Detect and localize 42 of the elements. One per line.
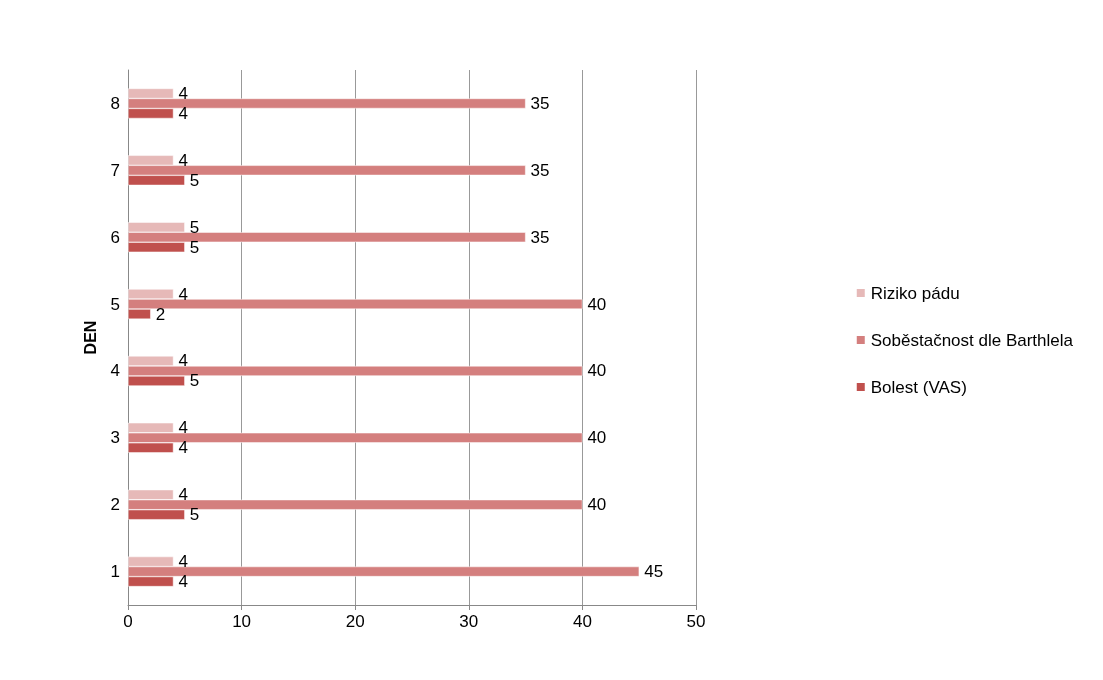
data-label: 4 bbox=[178, 572, 188, 592]
y-tick-label: 2 bbox=[110, 495, 120, 515]
y-tick-label: 7 bbox=[110, 160, 120, 180]
legend-label: Riziko pádu bbox=[870, 283, 960, 303]
data-label: 40 bbox=[587, 495, 607, 515]
data-label: 40 bbox=[587, 361, 607, 381]
data-label: 4 bbox=[178, 284, 188, 304]
data-label: 4 bbox=[178, 351, 188, 371]
data-label: 4 bbox=[178, 103, 188, 123]
data-label: 5 bbox=[189, 170, 200, 190]
x-tick-label: 40 bbox=[572, 612, 592, 631]
legend-label: Soběstačnost dle Barthlela bbox=[870, 330, 1074, 350]
y-tick-label: 8 bbox=[110, 93, 120, 113]
y-tick-label: 1 bbox=[110, 562, 120, 582]
data-label: 2 bbox=[155, 304, 166, 324]
x-tick-label: 20 bbox=[345, 612, 365, 631]
y-tick-label: 3 bbox=[110, 428, 120, 448]
x-tick-label: 50 bbox=[686, 612, 706, 631]
y-tick-label: 5 bbox=[110, 294, 120, 314]
x-tick-label: 10 bbox=[232, 612, 252, 631]
x-tick-label: 30 bbox=[459, 612, 479, 631]
data-label: 35 bbox=[530, 160, 550, 180]
x-tick-label: 0 bbox=[123, 612, 133, 631]
data-label: 40 bbox=[587, 428, 607, 448]
data-label: 5 bbox=[189, 505, 200, 525]
y-tick-label: 6 bbox=[110, 227, 120, 247]
data-label: 4 bbox=[178, 485, 188, 505]
data-label: 4 bbox=[178, 552, 188, 572]
data-label: 5 bbox=[189, 237, 200, 257]
data-label: 4 bbox=[178, 150, 188, 170]
data-label: 5 bbox=[189, 371, 200, 391]
y-tick-label: 4 bbox=[110, 361, 120, 381]
data-label: 4 bbox=[178, 438, 188, 458]
data-label: 5 bbox=[189, 217, 200, 237]
legend-label: Bolest (VAS) bbox=[870, 377, 967, 397]
data-label: 45 bbox=[644, 562, 664, 582]
data-label: 35 bbox=[530, 227, 550, 247]
data-label: 40 bbox=[587, 294, 607, 314]
data-label: 4 bbox=[178, 83, 188, 103]
y-axis-title: DEN bbox=[81, 320, 99, 355]
data-label: 35 bbox=[530, 93, 550, 113]
data-label: 4 bbox=[178, 418, 188, 438]
